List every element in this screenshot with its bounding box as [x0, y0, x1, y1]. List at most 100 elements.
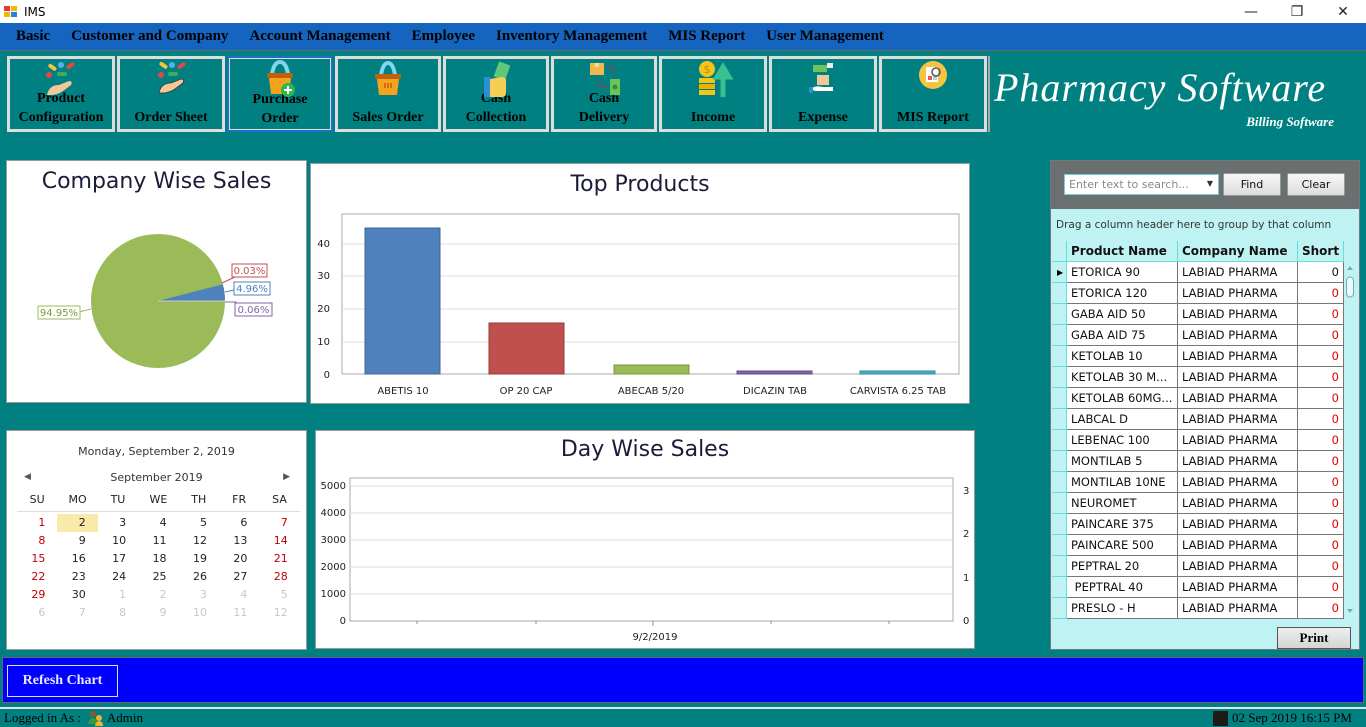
column-header-short[interactable]: Short — [1298, 241, 1344, 262]
calendar-day[interactable]: 23 — [71, 570, 86, 583]
table-row[interactable]: PEPTRAL 20 LABIAD PHARMA 0 — [1052, 556, 1344, 577]
order-sheet-button[interactable]: Order Sheet — [117, 56, 225, 132]
chevron-down-icon[interactable]: ▼ — [1206, 179, 1213, 188]
table-row[interactable]: PEPTRAL 40 LABIAD PHARMA 0 — [1052, 577, 1344, 598]
calendar-day-other-month[interactable]: 2 — [159, 588, 167, 601]
calendar-day[interactable]: 18 — [152, 552, 167, 565]
pie-chart: 0.03% 4.96% 0.06% 94.95% — [37, 234, 273, 368]
expense-button[interactable]: Expense — [769, 56, 877, 132]
maximize-button[interactable]: ❐ — [1290, 3, 1304, 20]
button-label: Income — [690, 110, 736, 125]
table-row[interactable]: GABA AID 75 LABIAD PHARMA 0 — [1052, 325, 1344, 346]
calendar-day-selected[interactable]: 2 — [57, 514, 98, 532]
close-button[interactable]: ✕ — [1337, 3, 1349, 20]
income-button[interactable]: $ Income — [659, 56, 767, 132]
calendar-day[interactable]: 3 — [119, 516, 127, 529]
calendar-day[interactable]: 14 — [273, 534, 288, 547]
calendar-day[interactable]: 26 — [192, 570, 207, 583]
calendar-day-other-month[interactable]: 8 — [119, 606, 127, 619]
cash-delivery-button[interactable]: Cash Delivery — [551, 56, 657, 132]
table-row[interactable]: LABCAL D LABIAD PHARMA 0 — [1052, 409, 1344, 430]
grid-scrollbar[interactable] — [1345, 265, 1355, 615]
calendar-day-other-month[interactable]: 4 — [240, 588, 248, 601]
table-row[interactable]: PAINCARE 500 LABIAD PHARMA 0 — [1052, 535, 1344, 556]
menu-user-management[interactable]: User Management — [766, 28, 884, 44]
calendar-day[interactable]: 24 — [112, 570, 127, 583]
calendar-day[interactable]: 5 — [199, 516, 207, 529]
coins-up-icon: $ — [699, 61, 734, 97]
calendar-day[interactable]: 29 — [31, 588, 46, 601]
calendar-day[interactable]: 7 — [280, 516, 288, 529]
calendar-day[interactable]: 28 — [273, 570, 288, 583]
calendar-day[interactable]: 16 — [71, 552, 86, 565]
calendar-day-other-month[interactable]: 5 — [280, 588, 288, 601]
calendar-day-other-month[interactable]: 3 — [199, 588, 207, 601]
button-label: Configuration — [18, 110, 104, 125]
calendar-day[interactable]: 8 — [38, 534, 46, 547]
calendar-day[interactable]: 20 — [233, 552, 248, 565]
menu-basic[interactable]: Basic — [16, 28, 51, 44]
menu-employee[interactable]: Employee — [411, 28, 475, 44]
calendar-day-other-month[interactable]: 12 — [273, 606, 288, 619]
calendar-day-other-month[interactable]: 7 — [78, 606, 86, 619]
table-row[interactable]: ETORICA 120 LABIAD PHARMA 0 — [1052, 283, 1344, 304]
refresh-chart-button[interactable]: Refesh Chart — [7, 665, 118, 697]
calendar-day-other-month[interactable]: 6 — [38, 606, 46, 619]
table-row[interactable]: ▶ ETORICA 90 LABIAD PHARMA 0 — [1052, 262, 1344, 283]
calendar-day[interactable]: 9 — [78, 534, 86, 547]
mis-report-button[interactable]: MIS Report — [879, 56, 987, 132]
calendar-day[interactable]: 27 — [233, 570, 248, 583]
calendar-day-other-month[interactable]: 10 — [192, 606, 207, 619]
calendar-day[interactable]: 30 — [71, 588, 86, 601]
clear-button[interactable]: Clear — [1287, 173, 1345, 196]
table-row[interactable]: KETOLAB 30 M... LABIAD PHARMA 0 — [1052, 367, 1344, 388]
calendar-day[interactable]: 15 — [31, 552, 46, 565]
product-configuration-button[interactable]: Product Configuration — [7, 56, 115, 132]
calendar-day-other-month[interactable]: 1 — [119, 588, 127, 601]
table-row[interactable]: PRESLO - H LABIAD PHARMA 0 — [1052, 598, 1344, 619]
calendar-day[interactable]: 19 — [192, 552, 207, 565]
minimize-button[interactable]: — — [1244, 3, 1258, 20]
calendar-next-button[interactable]: ▶ — [283, 471, 290, 481]
table-row[interactable]: PAINCARE 375 LABIAD PHARMA 0 — [1052, 514, 1344, 535]
svg-text:ABECAB 5/20: ABECAB 5/20 — [618, 386, 684, 397]
sales-order-button[interactable]: Sales Order — [335, 56, 441, 132]
calendar-day-other-month[interactable]: 9 — [159, 606, 167, 619]
svg-text:20: 20 — [317, 304, 330, 315]
calendar-prev-button[interactable]: ◀ — [24, 471, 31, 481]
table-row[interactable]: MONTILAB 10NE LABIAD PHARMA 0 — [1052, 472, 1344, 493]
find-button[interactable]: Find — [1223, 173, 1281, 196]
svg-text:30: 30 — [317, 271, 330, 282]
menu-mis-report[interactable]: MIS Report — [668, 28, 746, 44]
calendar-day[interactable]: 25 — [152, 570, 167, 583]
calendar-day[interactable]: 13 — [233, 534, 248, 547]
column-header-product-name[interactable]: Product Name — [1067, 241, 1178, 262]
table-row[interactable]: MONTILAB 5 LABIAD PHARMA 0 — [1052, 451, 1344, 472]
purchase-order-button[interactable]: Purchase Order — [227, 56, 333, 132]
table-row[interactable]: NEUROMET LABIAD PHARMA 0 — [1052, 493, 1344, 514]
calendar-day-other-month[interactable]: 11 — [233, 606, 248, 619]
calendar-day[interactable]: 10 — [112, 534, 127, 547]
company-wise-sales-chart: Company Wise Sales 0.03% 4.96% 0.06% 94.… — [6, 160, 307, 403]
print-button[interactable]: Print — [1277, 627, 1351, 649]
menu-account-management[interactable]: Account Management — [249, 28, 391, 44]
column-header-company-name[interactable]: Company Name — [1178, 241, 1298, 262]
calendar-day[interactable]: 22 — [31, 570, 46, 583]
calendar-day[interactable]: 17 — [112, 552, 127, 565]
table-row[interactable]: KETOLAB 10 LABIAD PHARMA 0 — [1052, 346, 1344, 367]
calendar-day[interactable]: 4 — [159, 516, 167, 529]
table-row[interactable]: KETOLAB 60MG... LABIAD PHARMA 0 — [1052, 388, 1344, 409]
table-row[interactable]: LEBENAC 100 LABIAD PHARMA 0 — [1052, 430, 1344, 451]
calendar-day[interactable]: 1 — [38, 516, 46, 529]
calendar-day[interactable]: 6 — [240, 516, 248, 529]
calendar-day[interactable]: 11 — [152, 534, 167, 547]
bar-op-20-cap — [488, 322, 565, 375]
menu-customer-and-company[interactable]: Customer and Company — [71, 28, 229, 44]
calendar-day[interactable]: 21 — [273, 552, 288, 565]
table-row[interactable]: GABA AID 50 LABIAD PHARMA 0 — [1052, 304, 1344, 325]
calendar-day[interactable]: 12 — [192, 534, 207, 547]
menu-inventory-management[interactable]: Inventory Management — [495, 28, 648, 44]
button-label: Order — [261, 111, 299, 126]
search-input[interactable]: Enter text to search... ▼ — [1064, 174, 1219, 195]
cash-collection-button[interactable]: Cash Collection — [443, 56, 549, 132]
